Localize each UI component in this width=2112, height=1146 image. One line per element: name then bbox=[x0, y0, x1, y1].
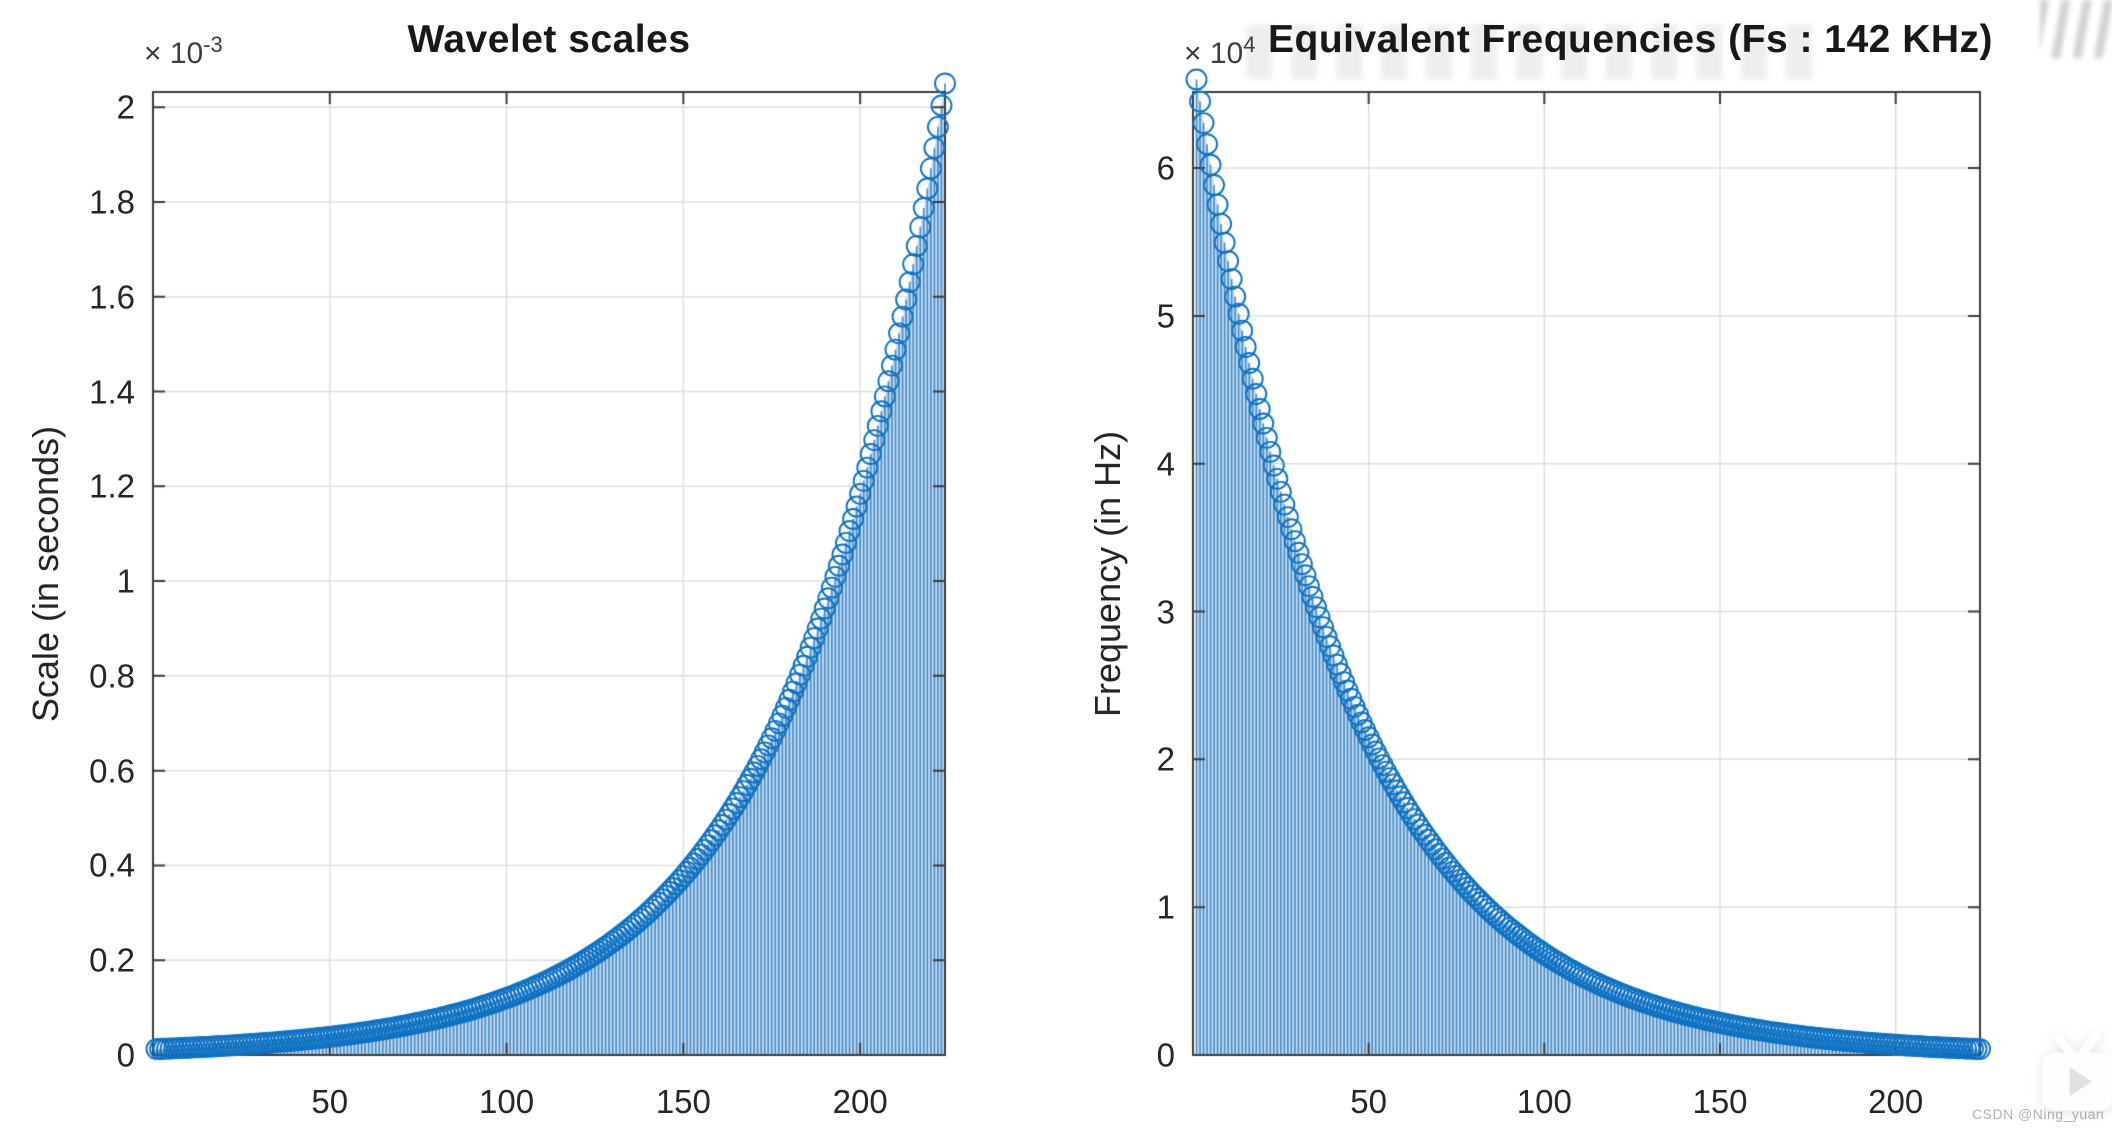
right-multiplier-exponent: 4 bbox=[1243, 32, 1256, 57]
right-y-tick-label: 0 bbox=[1156, 1036, 1175, 1074]
right-y-tick-label: 6 bbox=[1156, 149, 1175, 187]
left-y-tick-label: 0.8 bbox=[89, 657, 135, 695]
right-y-tick-label: 3 bbox=[1156, 593, 1175, 631]
ghost-watermark-corner bbox=[2040, 0, 2112, 58]
left-y-tick-label: 1 bbox=[116, 562, 135, 600]
right-x-tick-label: 100 bbox=[1516, 1083, 1572, 1120]
left-multiplier-base: × 10 bbox=[144, 37, 204, 70]
left-y-axis-multiplier: × 10-3 bbox=[144, 32, 223, 71]
tv-play-icon bbox=[2042, 1030, 2112, 1111]
left-multiplier-exponent: -3 bbox=[203, 32, 223, 57]
right-x-tick-label: 50 bbox=[1350, 1083, 1388, 1120]
right-y-tick-label: 4 bbox=[1156, 445, 1175, 483]
left-y-tick-label: 0 bbox=[116, 1036, 135, 1074]
left-x-tick-label: 200 bbox=[832, 1083, 888, 1120]
right-y-axis-multiplier: × 104 bbox=[1184, 32, 1255, 71]
left-y-tick-label: 2 bbox=[116, 88, 135, 126]
left-x-tick-label: 50 bbox=[311, 1083, 349, 1120]
left-y-tick-label: 1.8 bbox=[89, 183, 135, 221]
right-y-tick-label: 5 bbox=[1156, 297, 1175, 335]
right-plot-title: Equivalent Frequencies (Fs : 142 KHz) bbox=[1268, 18, 1994, 61]
left-y-tick-label: 1.4 bbox=[89, 373, 135, 411]
right-y-tick-label: 2 bbox=[1156, 740, 1175, 778]
left-y-tick-label: 1.6 bbox=[89, 278, 135, 316]
left-plot-title: Wavelet scales bbox=[407, 18, 691, 61]
left-y-tick-label: 0.4 bbox=[89, 846, 135, 884]
right-multiplier-base: × 10 bbox=[1184, 37, 1244, 70]
right-y-tick-label: 1 bbox=[1156, 888, 1175, 926]
left-y-tick-label: 0.2 bbox=[89, 941, 135, 979]
ghost-watermark-smudge bbox=[1246, 24, 1821, 80]
left-x-tick-label: 100 bbox=[479, 1083, 535, 1120]
right-x-tick-label: 150 bbox=[1692, 1083, 1748, 1120]
right-x-tick-label: 200 bbox=[1868, 1083, 1924, 1120]
left-y-tick-label: 1.2 bbox=[89, 467, 135, 505]
left-y-tick-label: 0.6 bbox=[89, 752, 135, 790]
left-x-tick-label: 150 bbox=[655, 1083, 711, 1120]
